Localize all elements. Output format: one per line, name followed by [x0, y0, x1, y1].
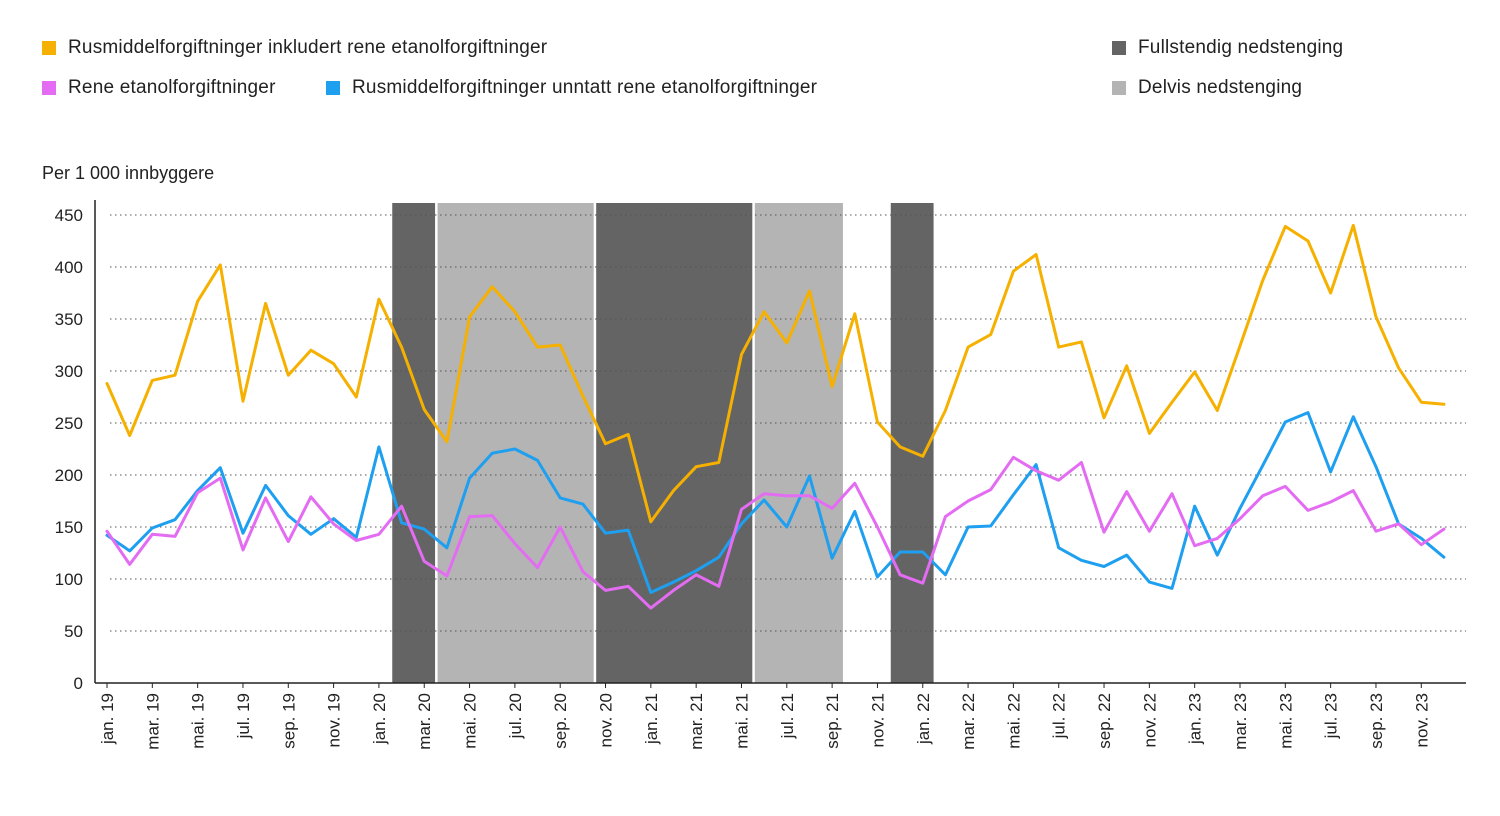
x-tick-label: jan. 20 — [370, 693, 389, 745]
x-tick-label: mai. 21 — [732, 693, 751, 749]
y-tick-label: 0 — [74, 674, 83, 693]
x-tick-label: jan. 21 — [642, 693, 661, 745]
x-tick-label: nov. 23 — [1412, 693, 1431, 748]
y-tick-label: 50 — [64, 622, 83, 641]
x-tick-label: jan. 22 — [914, 693, 933, 745]
y-tick-label: 350 — [55, 310, 83, 329]
x-tick-label: nov. 22 — [1140, 693, 1159, 748]
x-tick-label: sep. 23 — [1367, 693, 1386, 749]
x-tick-label: mai. 20 — [461, 693, 480, 749]
y-tick-label: 100 — [55, 570, 83, 589]
legend-label-partial: Delvis nedstenging — [1138, 77, 1303, 98]
series-line-total — [105, 223, 1446, 524]
legend-item-partial: Delvis nedstenging — [1112, 77, 1302, 99]
shaded-period-partial-1 — [437, 203, 594, 683]
x-tick-label: nov. 21 — [868, 693, 887, 748]
x-tick-label: mar. 23 — [1231, 693, 1250, 750]
legend-item-full: Fullstendig nedstenging — [1112, 37, 1343, 59]
x-tick-label: jul. 20 — [506, 693, 525, 739]
x-tick-label: sep. 20 — [551, 693, 570, 749]
x-tick-label: mar. 20 — [415, 693, 434, 750]
legend-swatch-partial — [1112, 81, 1126, 95]
shaded-period-full-2 — [596, 203, 753, 683]
x-tick-label: mar. 19 — [143, 693, 162, 750]
legend-swatch-ethanol — [42, 81, 56, 95]
x-tick-label: jan. 23 — [1186, 693, 1205, 745]
x-tick-label: sep. 22 — [1095, 693, 1114, 749]
legend-label-other: Rusmiddelforgiftninger unntatt rene etan… — [352, 77, 818, 98]
legend-label-full: Fullstendig nedstenging — [1138, 37, 1344, 58]
y-tick-label: 300 — [55, 362, 83, 381]
x-tick-label: sep. 21 — [823, 693, 842, 749]
x-tick-label: mar. 22 — [959, 693, 978, 750]
shaded-period-full-0 — [392, 203, 436, 683]
y-tick-label: 250 — [55, 414, 83, 433]
x-tick-label: jul. 22 — [1050, 693, 1069, 739]
x-tick-label: jul. 19 — [234, 693, 253, 739]
legend-item-other: Rusmiddelforgiftninger unntatt rene etan… — [326, 77, 817, 99]
y-tick-label: 200 — [55, 466, 83, 485]
x-tick-label: mai. 22 — [1004, 693, 1023, 749]
x-tick-label: mar. 21 — [687, 693, 706, 750]
legend-swatch-other — [326, 81, 340, 95]
y-tick-label: 150 — [55, 518, 83, 537]
y-tick-label: 450 — [55, 206, 83, 225]
x-tick-label: jul. 23 — [1322, 693, 1341, 739]
legend-item-total: Rusmiddelforgiftninger inkludert rene et… — [42, 37, 547, 59]
legend-label-ethanol: Rene etanolforgiftninger — [68, 77, 276, 98]
x-tick-label: jan. 19 — [98, 693, 117, 745]
series-line-ethanol — [105, 455, 1446, 610]
legend-label-total: Rusmiddelforgiftninger inkludert rene et… — [68, 37, 548, 58]
legend-item-ethanol: Rene etanolforgiftninger — [42, 77, 276, 99]
shaded-period-partial-3 — [754, 203, 843, 683]
y-axis-label: Per 1 000 innbyggere — [42, 163, 215, 183]
x-tick-label: mai. 19 — [189, 693, 208, 749]
legend-swatch-total — [42, 41, 56, 55]
x-tick-label: nov. 20 — [597, 693, 616, 748]
legend: Rusmiddelforgiftninger inkludert rene et… — [0, 0, 1500, 120]
y-tick-label: 400 — [55, 258, 83, 277]
x-tick-label: mai. 23 — [1276, 693, 1295, 749]
x-tick-label: nov. 19 — [325, 693, 344, 748]
x-tick-label: sep. 19 — [279, 693, 298, 749]
legend-swatch-full — [1112, 41, 1126, 55]
x-tick-label: jul. 21 — [778, 693, 797, 739]
